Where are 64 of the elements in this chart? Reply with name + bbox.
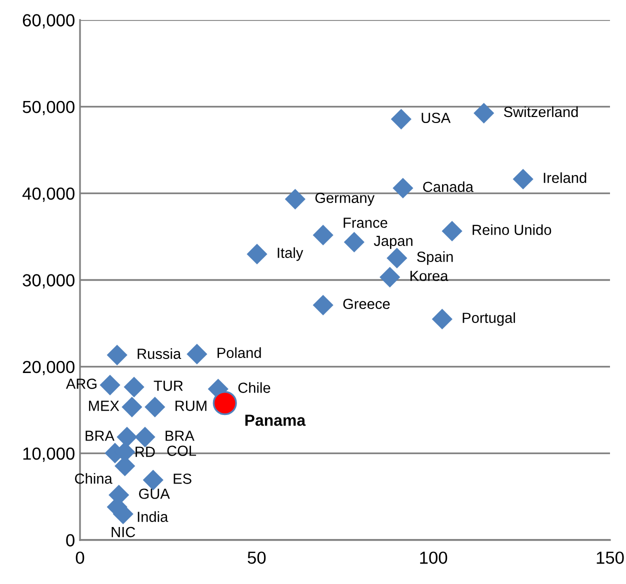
annotation: Russia [138, 348, 182, 359]
annotation: China [75, 473, 112, 484]
point [390, 108, 412, 130]
point [344, 232, 364, 252]
point [512, 168, 534, 190]
point [144, 396, 166, 418]
point [124, 376, 144, 398]
point [284, 188, 306, 210]
annotation: RD [136, 446, 155, 457]
annotation: BRA [86, 430, 114, 441]
annotation: MEX [89, 400, 120, 411]
annotation: Canada [423, 181, 474, 192]
point [116, 426, 138, 448]
y-tick-label: 20,000 [22, 360, 74, 376]
point [432, 308, 452, 330]
annotation: TUR [154, 380, 183, 391]
point [312, 224, 334, 246]
point [442, 220, 462, 242]
point [186, 344, 208, 364]
point [392, 178, 414, 198]
y-tick-label: 10,000 [23, 448, 74, 462]
annotation: COL [167, 446, 196, 456]
point [386, 248, 408, 268]
annotation: France [344, 218, 388, 228]
annotation: Korea [410, 270, 448, 282]
point [212, 391, 237, 416]
point [122, 396, 142, 418]
annotation: Ireland [544, 172, 586, 184]
annotation: ES [174, 474, 192, 484]
y-tick-label: 50,000 [22, 100, 74, 116]
point [246, 244, 268, 264]
annotation: Reino Unido [472, 224, 552, 236]
annotation: USA [422, 112, 451, 124]
y-tick-label: 60,000 [22, 14, 74, 29]
annotation: Spain [417, 251, 453, 265]
point [474, 102, 494, 124]
annotation: Germany [315, 192, 375, 206]
annotation: Greece [343, 298, 390, 310]
annotation: Japan [374, 236, 412, 249]
x-tick-label: 0 [76, 552, 84, 564]
annotation: Chile [238, 382, 270, 393]
annotation: Poland [218, 347, 261, 358]
annotation: Italy [278, 247, 304, 261]
y-tick-label: 30,000 [22, 274, 74, 289]
annotation: GUA [139, 488, 170, 499]
series-label: Panama [245, 414, 306, 426]
annotation: RUM [176, 400, 206, 411]
point [142, 470, 164, 490]
x-tick-label: 100 [420, 552, 448, 564]
x-tick-label: 150 [596, 552, 624, 564]
point [312, 294, 334, 316]
point [380, 266, 400, 288]
point [100, 374, 120, 396]
annotation: BRA [166, 430, 194, 441]
annotation: Switzerland [504, 106, 578, 118]
point [106, 344, 128, 366]
x-tick-label: 50 [248, 552, 266, 564]
annotation: India [138, 511, 168, 522]
y-tick-label: 0 [66, 534, 74, 546]
annotation: NIC [112, 526, 136, 538]
point [134, 426, 156, 448]
y-tick-label: 40,000 [22, 188, 74, 202]
annotation: Portugal [462, 312, 515, 326]
annotation: ARG [66, 378, 96, 389]
